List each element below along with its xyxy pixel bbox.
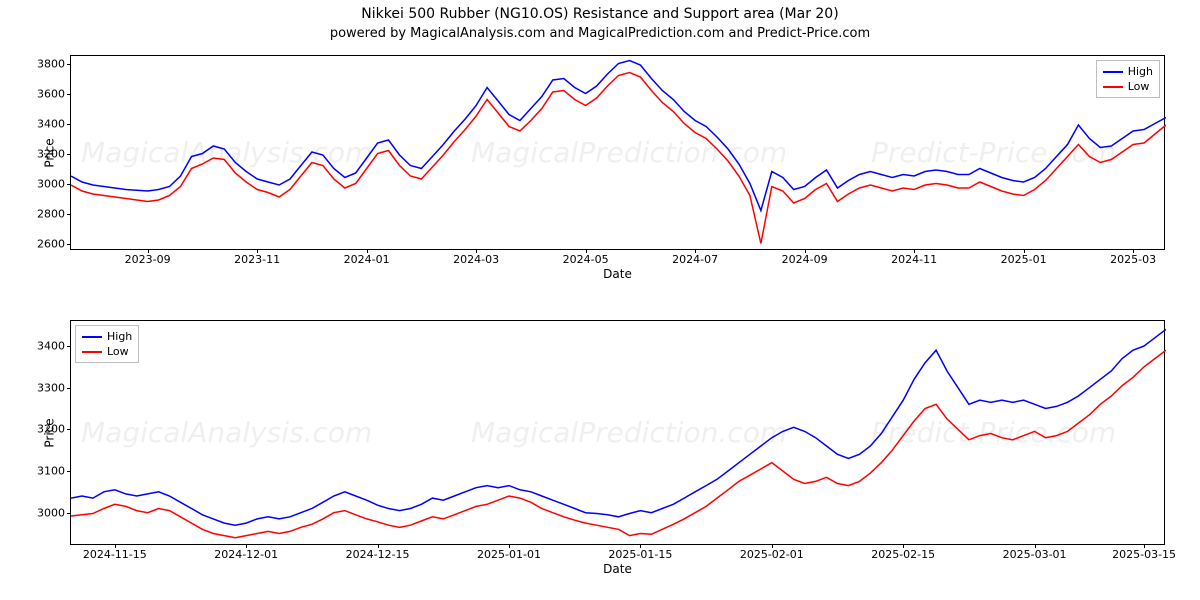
high-line bbox=[71, 329, 1166, 525]
legend-swatch-high bbox=[1103, 71, 1123, 73]
y-tick-label: 2800 bbox=[37, 207, 71, 220]
legend-label: Low bbox=[107, 344, 129, 359]
legend-label: High bbox=[107, 329, 132, 344]
bottom-chart-svg bbox=[71, 321, 1166, 546]
chart-container: Nikkei 500 Rubber (NG10.OS) Resistance a… bbox=[0, 0, 1200, 600]
y-tick-label: 3400 bbox=[37, 340, 71, 353]
legend-item-high: High bbox=[1103, 64, 1153, 79]
y-tick-label: 3000 bbox=[37, 506, 71, 519]
y-tick-label: 3300 bbox=[37, 381, 71, 394]
low-line bbox=[71, 350, 1166, 538]
bottom-x-axis-label: Date bbox=[603, 562, 632, 576]
high-line bbox=[71, 61, 1166, 211]
legend-label: Low bbox=[1128, 79, 1150, 94]
legend-item-high: High bbox=[82, 329, 132, 344]
top-chart-svg bbox=[71, 56, 1166, 251]
top-chart-panel: Price Date MagicalAnalysis.com MagicalPr… bbox=[70, 55, 1165, 250]
chart-title: Nikkei 500 Rubber (NG10.OS) Resistance a… bbox=[0, 0, 1200, 22]
legend-item-low: Low bbox=[82, 344, 132, 359]
y-tick-label: 3400 bbox=[37, 117, 71, 130]
y-tick-label: 3800 bbox=[37, 57, 71, 70]
bottom-chart-panel: Price Date MagicalAnalysis.com MagicalPr… bbox=[70, 320, 1165, 545]
top-x-axis-label: Date bbox=[603, 267, 632, 281]
legend-swatch-low bbox=[82, 351, 102, 353]
legend-swatch-low bbox=[1103, 86, 1123, 88]
low-line bbox=[71, 73, 1166, 244]
top-legend: High Low bbox=[1096, 60, 1160, 98]
legend-item-low: Low bbox=[1103, 79, 1153, 94]
y-tick-label: 3200 bbox=[37, 423, 71, 436]
y-tick-label: 3100 bbox=[37, 465, 71, 478]
chart-subtitle: powered by MagicalAnalysis.com and Magic… bbox=[0, 22, 1200, 41]
legend-swatch-high bbox=[82, 336, 102, 338]
legend-label: High bbox=[1128, 64, 1153, 79]
bottom-legend: High Low bbox=[75, 325, 139, 363]
y-tick-label: 2600 bbox=[37, 237, 71, 250]
y-tick-label: 3000 bbox=[37, 177, 71, 190]
y-tick-label: 3600 bbox=[37, 87, 71, 100]
y-tick-label: 3200 bbox=[37, 147, 71, 160]
